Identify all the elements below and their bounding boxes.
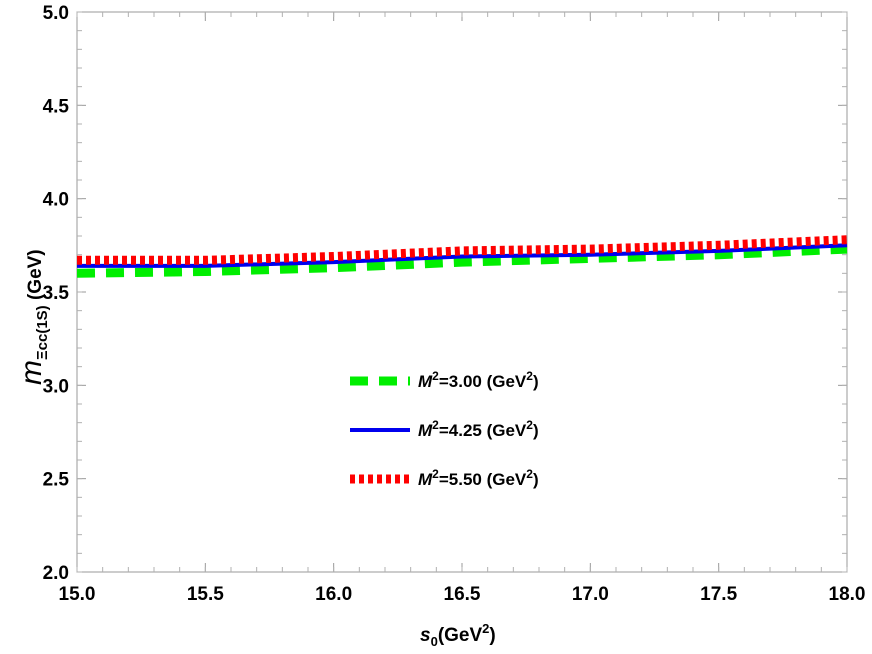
legend-label: M2=5.50 (GeV2) [418,467,539,489]
legend-label: M2=4.25 (GeV2) [418,418,539,440]
x-tick-label: 17.5 [700,584,737,605]
x-tick-label: 15.5 [187,584,224,605]
y-tick-label: 4.0 [43,190,69,211]
x-tick-label: 17.0 [572,584,609,605]
y-tick-label: 2.5 [43,470,70,491]
series-line [77,243,848,268]
x-tick-label: 18.0 [829,584,866,605]
legend-label: M2=3.00 (GeV2) [418,369,539,391]
y-tick-label: 3.5 [43,283,70,304]
y-axis-title: mΞcc(1S) (GeV) [15,249,51,385]
x-tick-label: 16.5 [444,584,481,605]
y-tick-label: 4.5 [43,96,70,117]
series-line [77,235,848,265]
y-tick-label: 2.0 [43,563,69,584]
series-layer [76,235,848,278]
tick-labels: 15.0 15.5 16.0 16.5 17.0 17.5 18.0 2.0 2.5 3.0 3.5… [43,3,866,605]
legend: M2=3.00 (GeV2) M2=4.25 (GeV2) M2=5.50 (GeV… [350,369,539,489]
x-axis-title: s0(GeV2) [420,621,496,649]
x-tick-label: 16.0 [315,584,352,605]
axis-ticks [76,11,848,573]
series-line [76,244,848,278]
x-tick-label: 15.0 [59,584,96,605]
y-tick-label: 5.0 [43,3,69,24]
y-tick-label: 3.0 [43,376,69,397]
